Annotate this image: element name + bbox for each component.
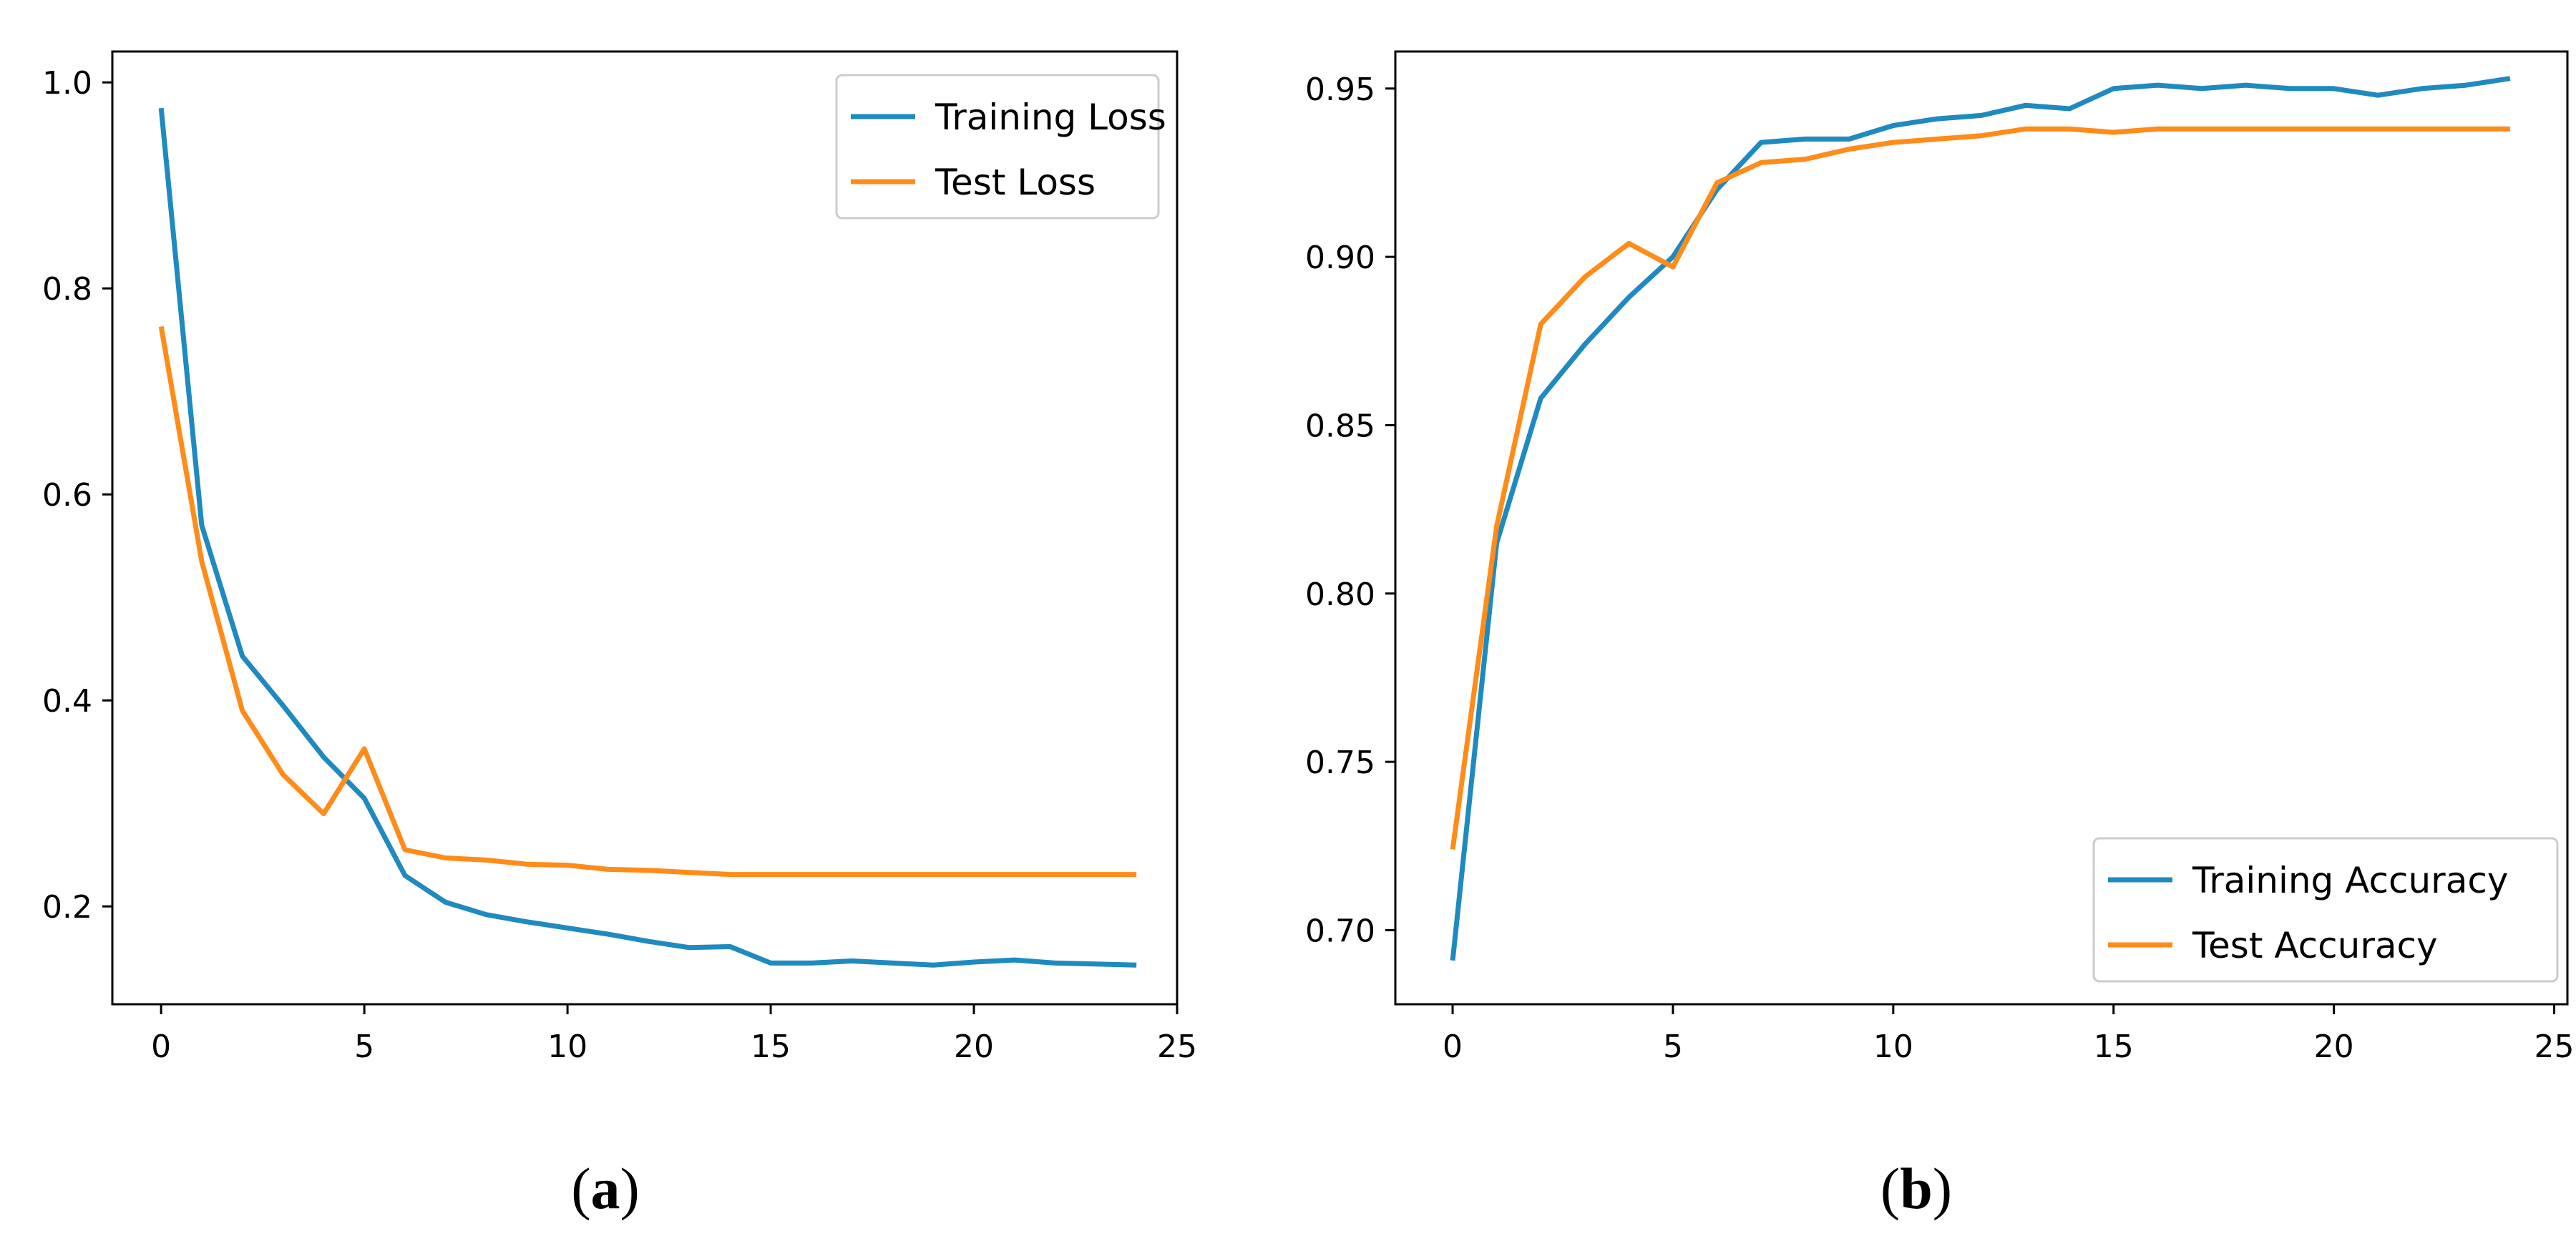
accuracy-ytick-label: 0.90: [1305, 240, 1375, 276]
loss-ytick-label: 1.0: [42, 65, 92, 102]
loss-ytick-label: 0.8: [42, 271, 92, 308]
accuracy-xtick-label: 0: [1443, 1029, 1463, 1065]
accuracy-ytick-label: 0.95: [1305, 72, 1375, 108]
accuracy-xtick-label: 20: [2314, 1029, 2354, 1065]
loss-series-test-loss-line: [158, 325, 1137, 878]
loss-legend-box: [835, 74, 1160, 220]
loss-ytick-label: 0.2: [42, 889, 92, 926]
loss-xtick-label: 5: [354, 1029, 374, 1065]
accuracy-ytick-label: 0.80: [1305, 577, 1375, 613]
loss-series-training-loss-line: [158, 107, 1137, 968]
loss-xtick-label: 10: [547, 1029, 587, 1065]
accuracy-xtick-label: 5: [1663, 1029, 1683, 1065]
accuracy-ytick-label: 0.85: [1305, 408, 1375, 444]
loss-legend-label: Training Loss: [935, 97, 1166, 138]
caption-a: (a): [571, 1156, 640, 1221]
loss-axes-frame: [111, 50, 1179, 1006]
loss-xtick-label: 25: [1157, 1029, 1197, 1065]
accuracy-xtick-label: 15: [2094, 1029, 2134, 1065]
accuracy-xtick-label: 25: [2534, 1029, 2575, 1065]
loss-xtick-label: 20: [954, 1029, 994, 1065]
loss-xtick-label: 0: [151, 1029, 171, 1065]
accuracy-ytick-label: 0.70: [1305, 913, 1375, 949]
accuracy-legend-label: Training Accuracy: [2192, 860, 2508, 901]
loss-ytick-label: 0.6: [42, 477, 92, 514]
loss-ytick-label: 0.4: [42, 683, 92, 720]
accuracy-series-training-accuracy-line: [1450, 76, 2511, 961]
accuracy-series-test-accuracy-line: [1450, 126, 2510, 850]
accuracy-xtick-label: 10: [1873, 1029, 1913, 1065]
loss-xtick-label: 15: [751, 1029, 791, 1065]
caption-b: (b): [1880, 1156, 1953, 1221]
accuracy-axes-frame: [1394, 50, 2569, 1006]
accuracy-legend-label: Test Accuracy: [2192, 925, 2438, 966]
loss-legend-label: Test Loss: [935, 162, 1096, 203]
chart-accuracy: 0 5 10 15 20 25 0.70 0.75 0.80 0.85 0.90 0.95 Traini…: [1305, 50, 2575, 1065]
accuracy-ytick-label: 0.75: [1305, 745, 1375, 781]
accuracy-legend-box: [2092, 837, 2559, 983]
chart-loss: 0 5 10 15 20 25 0.2 0.4 0.6 0.8 1.0 Training Loss Te…: [42, 50, 1197, 1065]
